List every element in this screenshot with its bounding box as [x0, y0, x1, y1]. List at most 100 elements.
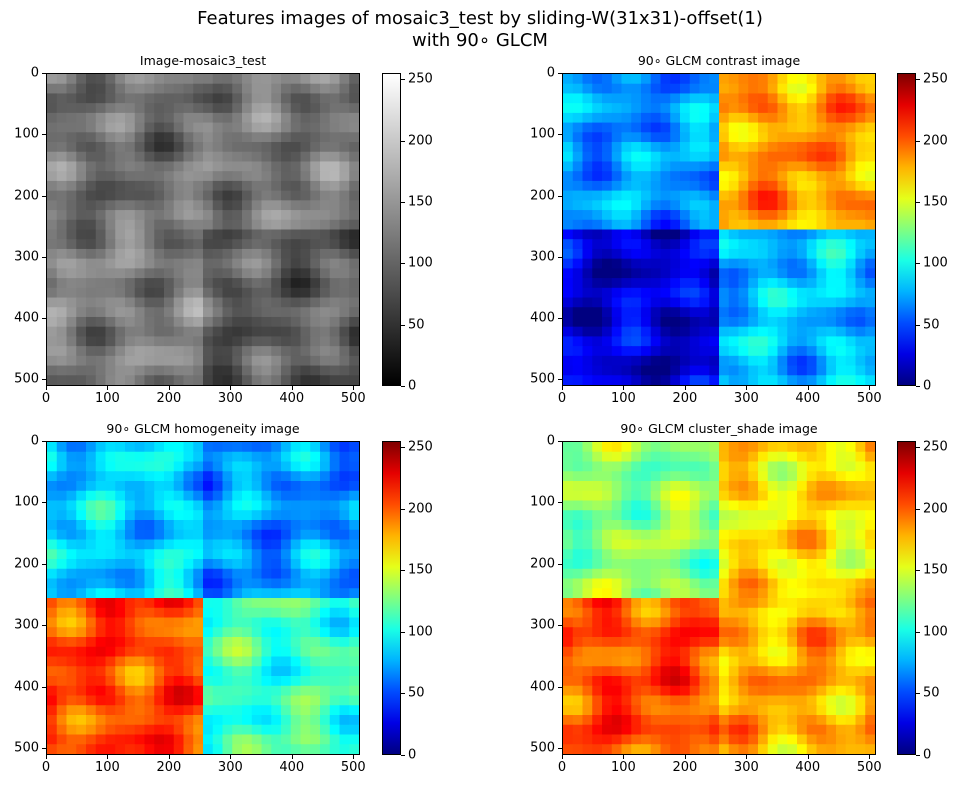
heatmap-cell	[836, 375, 847, 385]
heatmap-cell	[193, 734, 204, 745]
heatmap-cell	[816, 588, 827, 599]
heatmap-cell	[563, 695, 574, 706]
heatmap-cell	[631, 248, 642, 260]
heatmap-cell	[728, 239, 740, 250]
heatmap-cell	[300, 617, 311, 628]
heatmap-cell	[232, 336, 243, 347]
heatmap-cell	[173, 676, 185, 687]
heatmap-cell	[144, 74, 155, 85]
heatmap-cell	[105, 510, 116, 521]
heatmap-cell	[767, 190, 779, 201]
heatmap-cell	[95, 637, 107, 648]
heatmap-cell	[845, 355, 857, 367]
heatmap-cell	[164, 248, 175, 260]
heatmap-cell	[748, 122, 759, 133]
heatmap-cell	[572, 724, 584, 736]
heatmap-cell	[641, 461, 652, 472]
heatmap-cell	[777, 346, 788, 357]
heatmap-cell	[777, 734, 788, 745]
heatmap-cell	[300, 297, 311, 308]
heatmap-cell	[164, 122, 175, 133]
heatmap-cell	[86, 190, 97, 201]
heatmap-cell	[680, 375, 691, 385]
heatmap-cell	[66, 248, 77, 260]
heatmap-cell	[650, 529, 662, 541]
heatmap-cell	[144, 666, 155, 677]
heatmap-cell	[816, 278, 827, 289]
heatmap-cell	[845, 307, 857, 318]
heatmap-cell	[105, 685, 116, 697]
heatmap-cell	[242, 510, 253, 521]
heatmap-cell	[212, 375, 224, 385]
heatmap-cell	[563, 520, 574, 531]
heatmap-cell	[611, 724, 623, 736]
heatmap-cell	[183, 685, 194, 697]
heatmap-cell	[66, 656, 77, 667]
heatmap-cell	[290, 190, 302, 201]
heatmap-cell	[203, 656, 214, 667]
heatmap-cell	[845, 161, 857, 172]
heatmap-cell	[125, 239, 136, 250]
heatmap-cell	[261, 744, 272, 754]
heatmap-cell	[125, 268, 136, 279]
heatmap-cell	[631, 307, 642, 318]
heatmap-cell	[222, 705, 233, 716]
heatmap-cell	[173, 442, 185, 453]
heatmap-cell	[699, 219, 710, 231]
heatmap-cell	[242, 490, 253, 502]
heatmap-cell	[212, 568, 224, 580]
heatmap-cell	[826, 74, 837, 85]
heatmap-cell	[767, 529, 779, 541]
heatmap-cell	[281, 122, 292, 133]
heatmap-cell	[310, 529, 321, 541]
heatmap-cell	[183, 529, 194, 541]
heatmap-cell	[670, 598, 681, 609]
heatmap-cell	[115, 239, 126, 250]
heatmap-cell	[631, 734, 642, 745]
heatmap-cell	[183, 210, 194, 221]
y-tick-mark	[558, 441, 562, 442]
heatmap-cell	[242, 666, 253, 677]
heatmap-cell	[115, 490, 126, 502]
heatmap-cell	[164, 578, 175, 589]
heatmap-cell	[242, 336, 253, 347]
heatmap-cell	[592, 695, 603, 706]
heatmap-cell	[193, 346, 204, 357]
heatmap-cell	[748, 685, 759, 697]
heatmap-cell	[777, 210, 788, 221]
heatmap-cell	[845, 132, 857, 143]
heatmap-cell	[56, 451, 68, 463]
heatmap-cell	[125, 520, 136, 531]
heatmap-cell	[602, 637, 613, 648]
heatmap-cell	[56, 171, 68, 182]
heatmap-cell	[709, 326, 720, 338]
heatmap-cell	[748, 559, 759, 570]
heatmap-cell	[758, 520, 769, 531]
heatmap-cell	[641, 248, 652, 260]
heatmap-cell	[320, 336, 331, 347]
heatmap-cell	[310, 355, 321, 367]
heatmap-cell	[105, 287, 116, 299]
heatmap-cell	[203, 248, 214, 260]
heatmap-cell	[281, 180, 292, 192]
heatmap-cell	[349, 656, 359, 667]
heatmap-cell	[222, 617, 233, 628]
heatmap-cell	[592, 627, 603, 638]
heatmap-cell	[154, 103, 165, 114]
heatmap-cell	[845, 568, 857, 580]
heatmap-cell	[86, 326, 97, 338]
heatmap-cell	[232, 685, 243, 697]
heatmap-cell	[728, 578, 740, 589]
heatmap-cell	[281, 568, 292, 580]
colorbar-tick-label: 200	[923, 133, 948, 148]
heatmap-cell	[115, 695, 126, 706]
heatmap-cell	[699, 676, 710, 687]
heatmap-cell	[728, 180, 740, 192]
heatmap-cell	[281, 268, 292, 279]
heatmap-cell	[125, 559, 136, 570]
heatmap-cell	[281, 471, 292, 482]
heatmap-cell	[222, 103, 233, 114]
heatmap-cell	[242, 695, 253, 706]
heatmap-cell	[806, 676, 818, 687]
heatmap-cell	[728, 248, 740, 260]
